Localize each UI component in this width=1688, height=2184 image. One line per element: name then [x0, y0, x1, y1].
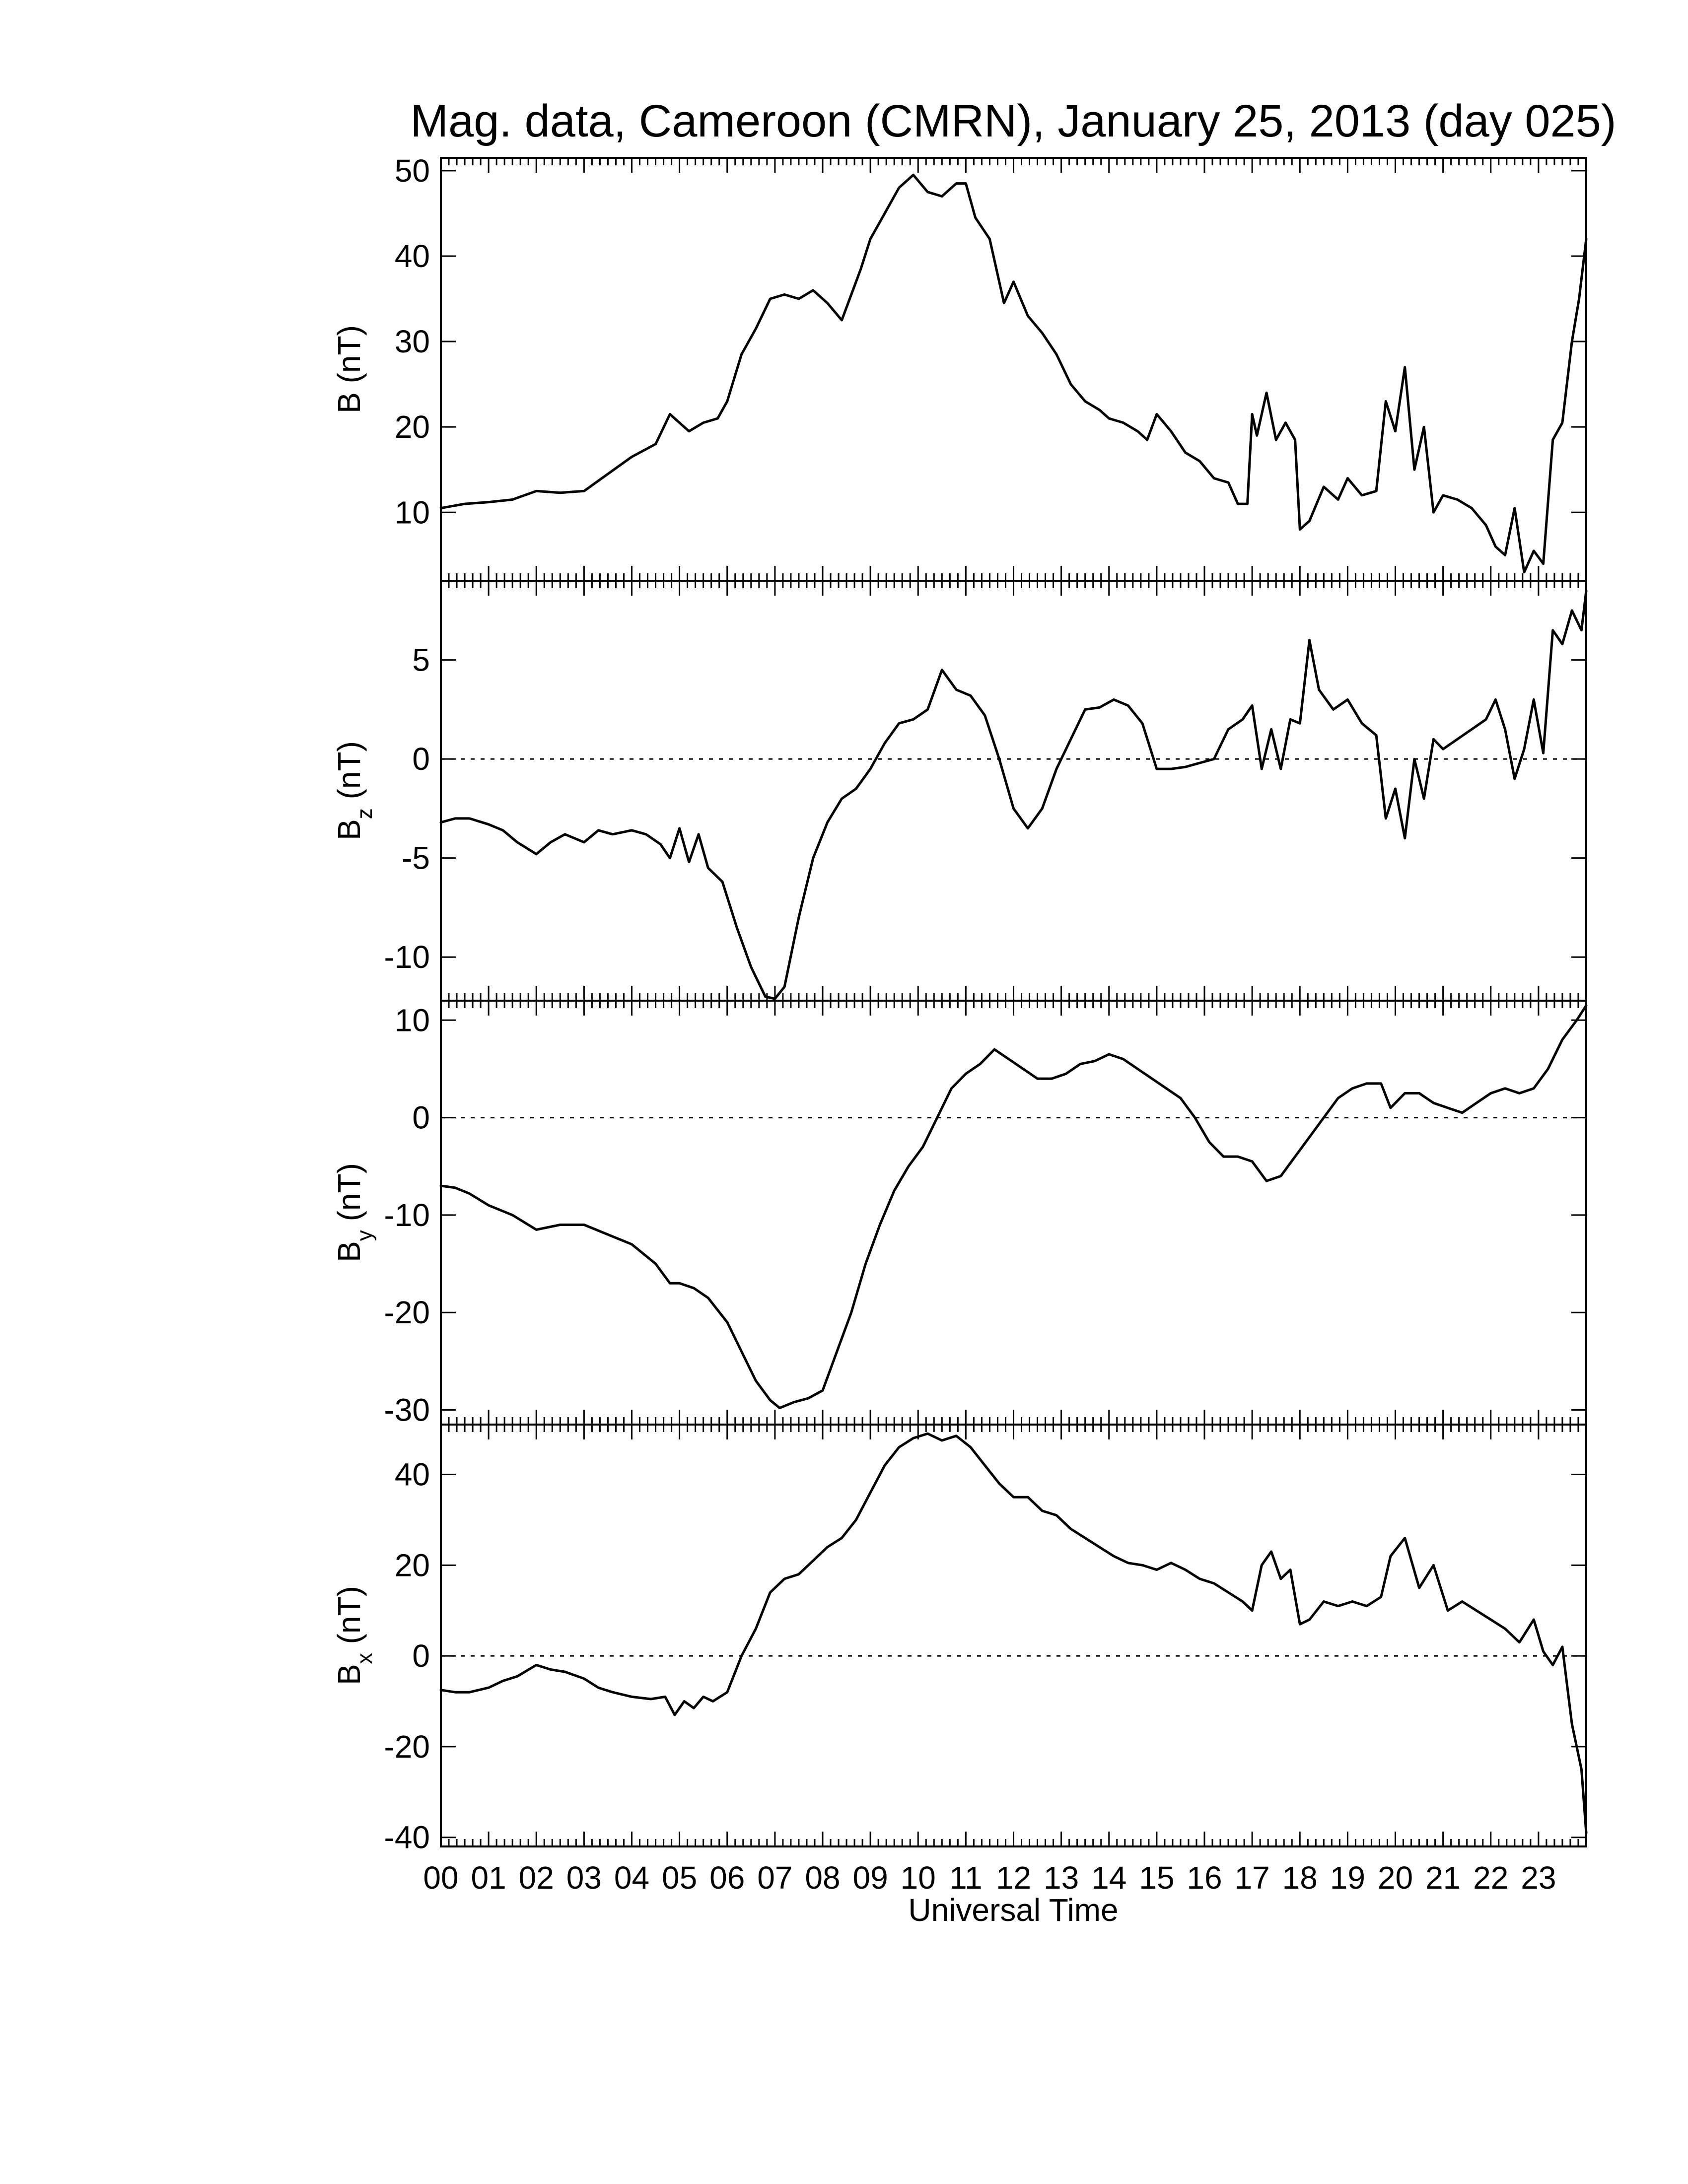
y-tick-label: -10 — [384, 939, 430, 975]
plot-frame — [440, 1424, 1587, 1847]
plot-frame — [440, 580, 1587, 1002]
plot-panels: 10 20 30 40 50 B (nT) -10 -5 0 5 Bz (nT) -30 -20 -10 0… — [331, 153, 1588, 1855]
x-tick-label: 19 — [1330, 1860, 1365, 1896]
plot-frame — [440, 157, 1587, 582]
y-axis-label-subscript: z — [352, 808, 377, 819]
y-tick-label: -20 — [384, 1729, 430, 1765]
series-line-B — [439, 173, 1588, 574]
y-tick-label: 0 — [412, 1100, 430, 1136]
y-axis-label: B (nT) — [331, 325, 367, 413]
x-tick-label: 00 — [423, 1860, 458, 1896]
y-axis-label-unit: (nT) — [331, 1586, 367, 1653]
y-axis-label-unit: (nT) — [331, 325, 367, 392]
x-tick-label: 03 — [566, 1860, 602, 1896]
y-tick-label: 5 — [412, 642, 430, 678]
x-tick-label: 09 — [853, 1860, 888, 1896]
y-tick-label: 40 — [395, 1457, 430, 1493]
x-tick-label: 22 — [1473, 1860, 1508, 1896]
x-tick-label: 06 — [709, 1860, 745, 1896]
x-tick-label: 15 — [1139, 1860, 1174, 1896]
y-tick-label: 0 — [412, 1638, 430, 1674]
y-tick-label: -30 — [384, 1392, 430, 1428]
x-tick-label: 12 — [996, 1860, 1031, 1896]
x-tick-label: 13 — [1044, 1860, 1079, 1896]
panel-By: -30 -20 -10 0 10 By (nT) — [331, 1000, 1588, 1428]
x-axis-label: Universal Time — [908, 1892, 1118, 1928]
x-tick-label: 20 — [1378, 1860, 1413, 1896]
y-axis-label-unit: (nT) — [331, 741, 367, 808]
x-tick-label: 10 — [901, 1860, 936, 1896]
x-tick-label: 23 — [1521, 1860, 1556, 1896]
x-tick-label: 18 — [1282, 1860, 1318, 1896]
y-tick-label: 50 — [395, 153, 430, 189]
y-axis-label: By (nT) — [331, 1163, 377, 1262]
y-axis-label-main: B — [331, 1241, 367, 1262]
chart-title: Mag. data, Cameroon (CMRN), January 25, … — [411, 96, 1617, 146]
y-axis-label-main: B — [331, 819, 367, 840]
y-axis-label-main: B — [331, 392, 367, 413]
panel-Bz: -10 -5 0 5 Bz (nT) — [331, 580, 1588, 1002]
y-axis-label-subscript: y — [352, 1230, 377, 1241]
y-tick-label: 30 — [395, 324, 430, 359]
y-tick-label: 0 — [412, 741, 430, 777]
y-tick-label: 10 — [395, 494, 430, 530]
y-tick-label: -5 — [402, 840, 430, 876]
x-tick-label: 21 — [1425, 1860, 1461, 1896]
y-axis-label-unit: (nT) — [331, 1163, 367, 1230]
y-tick-label: -40 — [384, 1820, 430, 1855]
x-tick-label: 01 — [471, 1860, 506, 1896]
panel-B: 10 20 30 40 50 B (nT) — [331, 153, 1588, 582]
y-tick-label: -20 — [384, 1295, 430, 1330]
x-tick-label: 17 — [1235, 1860, 1270, 1896]
x-tick-label: 05 — [662, 1860, 697, 1896]
y-axis-label: Bx (nT) — [331, 1586, 377, 1685]
x-axis-tick-labels: 00 01 02 03 04 05 06 07 08 09 10 11 12 13 14 15 16 17 18 19… — [423, 1860, 1556, 1896]
x-tick-label: 02 — [519, 1860, 554, 1896]
y-axis-label-main: B — [331, 1664, 367, 1685]
x-tick-label: 14 — [1091, 1860, 1126, 1896]
x-tick-label: 04 — [614, 1860, 649, 1896]
y-axis-label-subscript: x — [352, 1653, 377, 1664]
series-line-Bz — [439, 589, 1588, 1000]
y-tick-label: -10 — [384, 1197, 430, 1233]
y-tick-label: 20 — [395, 409, 430, 445]
y-tick-label: 10 — [395, 1002, 430, 1038]
x-tick-label: 08 — [805, 1860, 840, 1896]
y-tick-label: 20 — [395, 1547, 430, 1583]
panel-Bx: -40 -20 0 20 40 Bx (nT) — [331, 1424, 1588, 1855]
plot-frame — [440, 1000, 1587, 1426]
series-line-By — [439, 1004, 1588, 1410]
x-tick-label: 16 — [1187, 1860, 1222, 1896]
x-tick-label: 07 — [757, 1860, 792, 1896]
y-axis-label: Bz (nT) — [331, 741, 377, 840]
x-tick-label: 11 — [949, 1860, 982, 1896]
y-tick-label: 40 — [395, 238, 430, 274]
series-line-Bx — [439, 1432, 1588, 1835]
